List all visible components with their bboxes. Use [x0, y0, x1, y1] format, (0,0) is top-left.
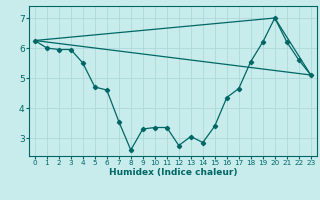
- X-axis label: Humidex (Indice chaleur): Humidex (Indice chaleur): [108, 168, 237, 177]
